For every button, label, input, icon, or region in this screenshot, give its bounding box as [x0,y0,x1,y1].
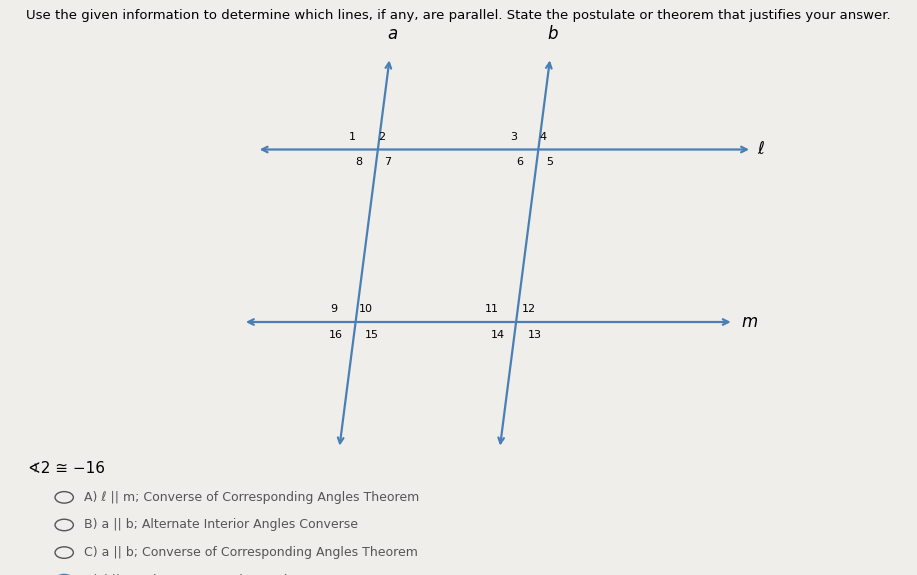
Text: A) ℓ || m; Converse of Corresponding Angles Theorem: A) ℓ || m; Converse of Corresponding Ang… [84,491,420,504]
Text: 14: 14 [492,329,505,340]
Text: 2: 2 [379,132,385,142]
Text: 15: 15 [365,329,379,340]
Text: C) a || b; Converse of Corresponding Angles Theorem: C) a || b; Converse of Corresponding Ang… [84,546,418,559]
Text: 5: 5 [546,157,553,167]
Text: 3: 3 [511,132,517,142]
Text: Use the given information to determine which lines, if any, are parallel. State : Use the given information to determine w… [27,9,890,22]
Text: 1: 1 [349,132,356,142]
Text: $a$: $a$ [387,25,398,43]
Text: ∢2 ≅ −16: ∢2 ≅ −16 [28,461,105,476]
Text: 11: 11 [485,304,499,315]
Text: $b$: $b$ [547,25,558,43]
Text: $m$: $m$ [741,313,758,331]
Text: B) a || b; Alternate Interior Angles Converse: B) a || b; Alternate Interior Angles Con… [84,519,359,531]
Text: 4: 4 [540,132,547,142]
Text: 13: 13 [527,329,541,340]
Circle shape [55,574,73,575]
Text: $\ell$: $\ell$ [757,140,765,159]
Text: 12: 12 [522,304,536,315]
Text: 6: 6 [516,157,524,167]
Text: 10: 10 [359,304,373,315]
Text: 7: 7 [384,157,392,167]
Text: 16: 16 [329,329,343,340]
Text: 9: 9 [330,304,337,315]
Text: D) ℓ || m; Alternate Exterior Angles Converse: D) ℓ || m; Alternate Exterior Angles Con… [84,574,365,575]
Text: 8: 8 [355,157,362,167]
